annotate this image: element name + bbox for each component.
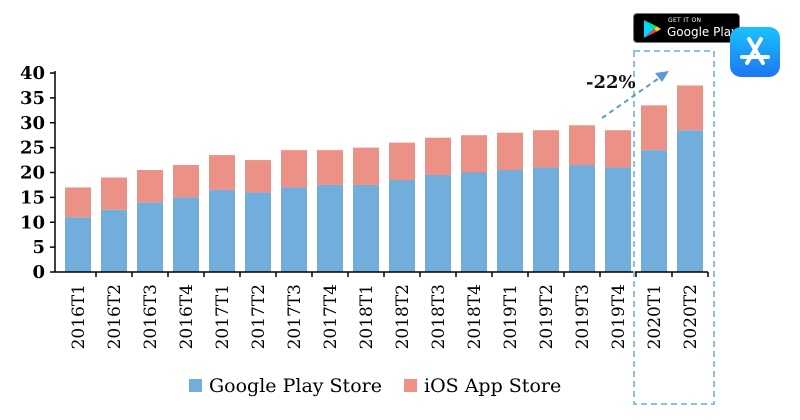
bar-google-play-2016T4: [173, 197, 199, 272]
bar-ios-2019T3: [569, 125, 595, 166]
bar-google-play-2018T2: [389, 179, 415, 272]
bar-ios-2020T1: [641, 105, 667, 151]
legend-swatch: [404, 379, 417, 392]
x-tick-label: 2019T2: [537, 284, 557, 349]
x-axis: 2016T1 2016T2 2016T3 2016T4 2017T1 2017T2 2017…: [55, 271, 709, 349]
y-tick-label: 0: [32, 262, 45, 283]
bar-ios-2017T1: [209, 155, 235, 190]
bars: [65, 85, 703, 272]
x-tick-label: 2017T2: [249, 284, 269, 349]
y-tick-label: 40: [20, 63, 45, 84]
bar-google-play-2018T4: [461, 172, 487, 272]
bar-ios-2017T2: [245, 160, 271, 193]
y-tick-label: 25: [20, 138, 45, 159]
badge-small-text: GET IT ON: [668, 17, 702, 24]
x-tick-label: 2019T1: [501, 284, 521, 349]
bar-ios-2018T4: [461, 135, 487, 173]
x-tick-label: 2019T4: [609, 284, 629, 349]
bar-google-play-2019T1: [497, 170, 523, 272]
bar-ios-2018T1: [353, 147, 379, 185]
bar-ios-2020T2: [677, 85, 703, 131]
y-tick-label: 20: [20, 163, 45, 184]
x-tick-label: 2017T3: [285, 284, 305, 349]
trend-arrow-head: [655, 71, 669, 82]
x-tick-label: 2017T4: [321, 284, 341, 349]
bar-ios-2016T4: [173, 165, 199, 198]
bar-google-play-2019T3: [569, 165, 595, 272]
bar-google-play-2016T1: [65, 217, 91, 272]
bar-ios-2019T2: [533, 130, 559, 168]
bar-google-play-2018T1: [353, 184, 379, 272]
highlight-box: [633, 50, 715, 405]
bar-ios-2017T3: [281, 150, 307, 188]
legend-swatch: [189, 379, 202, 392]
bar-google-play-2018T3: [425, 174, 451, 272]
x-tick-label: 2018T2: [393, 284, 413, 349]
x-tick-label: 2020T1: [645, 284, 665, 349]
bar-ios-2019T1: [497, 132, 523, 171]
bar-google-play-2019T4: [605, 167, 631, 272]
x-tick-label: 2016T3: [141, 284, 161, 349]
trend-arrow-line: [601, 75, 663, 119]
bar-ios-2016T3: [137, 170, 163, 203]
bar-google-play-2017T3: [281, 187, 307, 272]
legend-label: Google Play Store: [209, 375, 382, 397]
y-tick-label: 30: [20, 113, 45, 134]
bar-google-play-2017T1: [209, 189, 235, 272]
y-tick-label: 5: [32, 237, 45, 258]
y-tick-label: 35: [20, 88, 45, 109]
y-axis: 0 5 10 15 20 25 30 35 40: [20, 63, 56, 283]
legend: Google Play Store iOS App Store: [189, 375, 561, 397]
x-tick-label: 2018T3: [429, 284, 449, 349]
google-play-badge[interactable]: GET IT ON Google Play: [633, 13, 740, 43]
google-play-icon: [644, 20, 661, 38]
badge-big-text: Google Play: [667, 25, 739, 39]
x-tick-label: 2018T1: [357, 284, 377, 349]
x-tick-label: 2020T2: [681, 284, 701, 349]
bar-google-play-2020T1: [641, 150, 667, 272]
bar-google-play-2016T3: [137, 202, 163, 272]
legend-label: iOS App Store: [424, 375, 561, 397]
bar-ios-2019T4: [605, 130, 631, 168]
y-tick-label: 15: [20, 187, 45, 208]
x-tick-label: 2017T1: [213, 284, 233, 349]
bar-google-play-2016T2: [101, 209, 127, 272]
y-tick-label: 10: [20, 212, 45, 233]
x-tick-label: 2016T4: [177, 284, 197, 349]
bar-ios-2018T3: [425, 137, 451, 175]
bar-ios-2016T1: [65, 187, 91, 218]
bar-google-play-2019T2: [533, 167, 559, 272]
x-tick-label: 2019T3: [573, 284, 593, 349]
x-tick-label: 2016T1: [69, 284, 89, 349]
annotation-label: -22%: [586, 72, 636, 93]
bar-google-play-2017T2: [245, 192, 271, 272]
x-tick-label: 2018T4: [465, 284, 485, 349]
bar-ios-2017T4: [317, 150, 343, 185]
bar-google-play-2020T2: [677, 130, 703, 272]
bar-ios-2016T2: [101, 177, 127, 210]
bar-google-play-2017T4: [317, 184, 343, 272]
x-tick-label: 2016T2: [105, 284, 125, 349]
bar-ios-2018T2: [389, 142, 415, 180]
app-store-icon[interactable]: [730, 27, 780, 77]
